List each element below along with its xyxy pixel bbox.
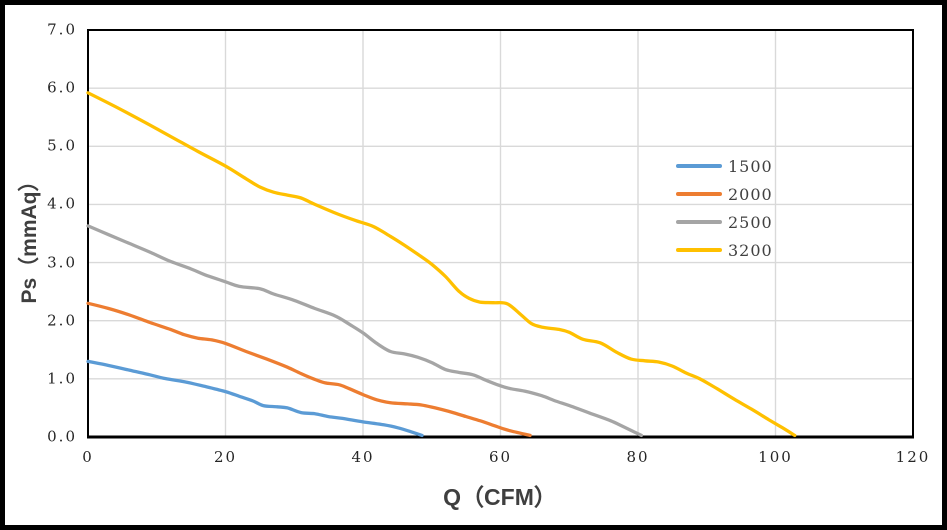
legend-line-swatch (676, 164, 722, 168)
y-tick-label: 5.0 (47, 136, 77, 155)
series-line-3200 (86, 91, 797, 438)
legend-item: 3200 (676, 236, 773, 264)
legend-label: 2000 (728, 184, 773, 204)
x-tick-label: 80 (626, 448, 650, 466)
legend: 1500 2000 2500 3200 (676, 152, 773, 264)
series-line-1500 (86, 359, 424, 438)
legend-label: 2500 (728, 212, 773, 232)
x-tick-label: 40 (351, 448, 375, 466)
y-tick-label: 1.0 (47, 369, 77, 388)
y-tick-label: 4.0 (47, 195, 77, 214)
y-tick-label: 6.0 (47, 78, 77, 97)
x-tick-label: 20 (213, 448, 238, 466)
legend-label: 1500 (728, 156, 773, 176)
y-tick-label: 2.0 (47, 311, 77, 330)
y-tick-label: 7.0 (47, 20, 77, 39)
legend-label: 3200 (728, 240, 773, 260)
legend-item: 2500 (676, 208, 773, 236)
x-tick-label: 60 (488, 448, 513, 466)
x-tick-label: 0 (82, 448, 94, 466)
x-tick-label: 120 (895, 448, 931, 466)
series-line-2500 (86, 224, 644, 438)
legend-line-swatch (676, 220, 722, 224)
legend-item: 1500 (676, 152, 773, 180)
legend-line-swatch (676, 248, 722, 252)
legend-item: 2000 (676, 180, 773, 208)
y-tick-label: 0.0 (47, 427, 77, 446)
y-tick-label: 3.0 (47, 253, 77, 272)
series-line-2000 (86, 301, 532, 438)
x-axis-title: Q（CFM） (443, 484, 557, 510)
y-axis-title: Ps（mmAq） (18, 170, 41, 304)
x-tick-label: 100 (758, 448, 793, 466)
legend-line-swatch (676, 192, 722, 196)
